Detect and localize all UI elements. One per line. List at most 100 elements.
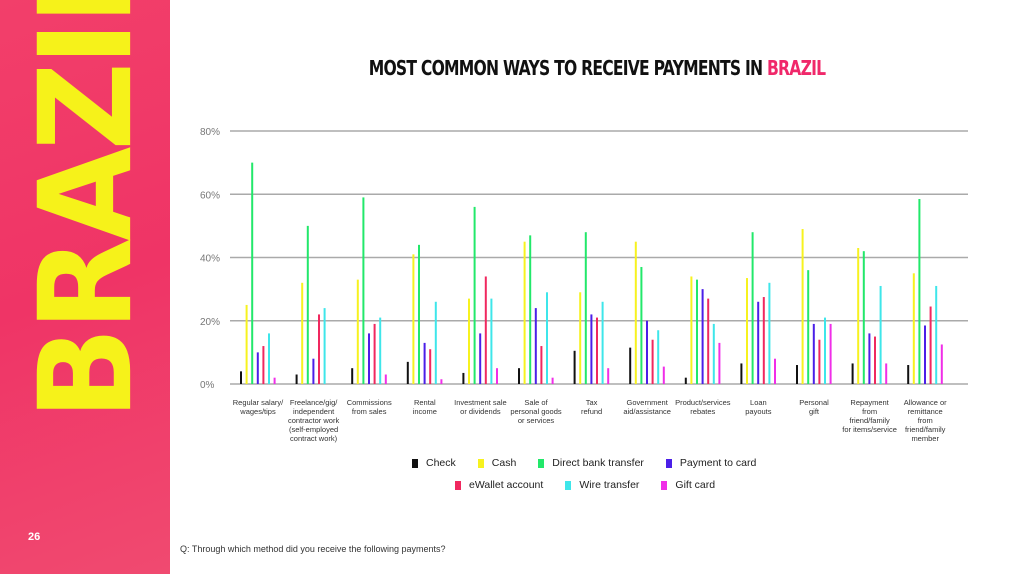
category-label: remittance [908,407,943,416]
y-tick-label: 20% [200,317,220,328]
bar-check [295,374,298,384]
bar-direct-bank-transfer [918,198,921,384]
legend-item: Cash [477,457,517,469]
bar-ewallet-account [707,298,710,384]
bar-check [573,350,576,384]
legend-row: Check Cash Direct bank transfer Payment to … [412,457,756,469]
bar-wire-transfer [379,317,382,384]
bar-check [740,363,743,384]
bar-gift-card [496,368,498,384]
bar-cash [468,298,470,384]
category-label: Government [627,398,669,407]
category-label: Rental [414,398,436,407]
legend-label: Direct bank transfer [552,457,644,469]
bar-ewallet-account [373,323,376,384]
bar-cash [523,241,526,384]
category-label: Loan [750,398,767,407]
bar-payment-to-card [423,342,426,384]
category-label: independent [293,407,335,416]
bar-direct-bank-transfer [362,197,365,384]
title-highlight: BRAZIL [766,56,826,80]
bar-ewallet-account [762,297,765,384]
category-label: income [413,407,437,416]
category-label: Freelance/gig/ [290,398,338,407]
bar-cash [690,276,693,384]
category-label: personal goods [510,407,562,416]
bar-cash [801,229,804,384]
legend-label: Cash [491,457,517,469]
legend-swatch [455,480,461,490]
bar-wire-transfer [712,323,715,384]
legend-swatch [661,480,668,490]
page-number: 26 [28,531,41,543]
legend-item: Check [412,457,456,469]
bar-ewallet-account [596,317,598,384]
bar-check [907,365,910,384]
bar-ewallet-account [818,339,821,384]
category-label: from [862,407,877,416]
bar-cash [579,292,582,384]
legend-label: Wire transfer [579,479,640,491]
category-label: or services [518,416,555,425]
category-label: gift [809,407,820,416]
bar-direct-bank-transfer [751,232,754,384]
bar-payment-to-card [701,289,704,384]
bar-direct-bank-transfer [584,232,587,384]
bar-payment-to-card [924,325,926,384]
survey-question: Q: Through which method did you receive … [180,544,446,554]
category-label: or dividends [460,407,501,416]
bar-direct-bank-transfer [251,162,254,384]
category-label: wages/tips [239,407,276,416]
country-banner: BRAZIL 26 [0,0,170,574]
bar-gift-card [940,344,943,384]
legend-label: Gift card [675,479,716,491]
page-title: MOST COMMON WAYS TO RECEIVE PAYMENTS IN … [264,56,930,80]
bar-gift-card [718,342,721,384]
y-tick-label: 60% [200,190,220,201]
bar-wire-transfer [546,292,548,384]
bar-gift-card [774,358,776,384]
bar-check [851,363,854,384]
legend-item: Direct bank transfer [538,457,644,469]
category-label: Personal [799,398,829,407]
bar-gift-card [662,366,665,384]
bar-wire-transfer [434,301,437,384]
bar-check [406,361,409,384]
bar-gift-card [384,374,387,384]
bar-payment-to-card [256,352,259,384]
legend-label: eWallet account [469,479,544,491]
bar-gift-card [273,377,276,384]
bar-wire-transfer [768,282,771,384]
category-label: friend/family [905,425,946,434]
bar-wire-transfer [268,333,270,384]
category-label: Regular salary/ [233,398,284,407]
bar-ewallet-account [651,339,654,384]
bar-check [684,377,687,384]
bar-payment-to-card [646,320,648,384]
category-label: for items/service [842,425,897,434]
bar-check [629,347,632,384]
bar-payment-to-card [757,301,760,384]
bar-payment-to-card [312,358,315,384]
bar-wire-transfer [935,285,938,384]
legend-swatch [477,458,484,468]
legend-label: Payment to card [679,457,757,469]
category-label: refund [581,407,602,416]
category-label: Investment sale [454,398,507,407]
bar-check [240,371,242,384]
category-label: rebates [690,407,715,416]
category-label: member [911,434,939,443]
bar-payment-to-card [368,333,370,384]
y-tick-label: 80% [200,127,220,138]
bar-payment-to-card [534,308,537,384]
bar-direct-bank-transfer [418,244,420,384]
bar-direct-bank-transfer [640,266,643,384]
bar-cash [412,254,415,384]
category-label: Commissions [347,398,392,407]
category-label: contractor work [288,416,340,425]
bar-gift-card [885,363,888,384]
bar-direct-bank-transfer [696,279,698,384]
category-label: aid/assistance [623,407,671,416]
y-tick-label: 40% [200,254,220,265]
